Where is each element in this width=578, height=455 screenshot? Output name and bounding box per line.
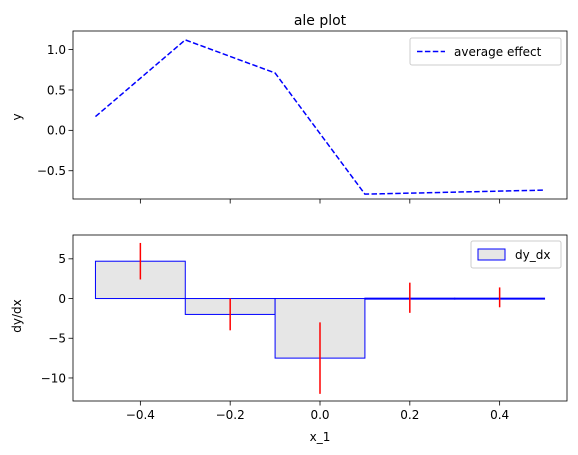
bottom-y-tick-label: −10 bbox=[41, 371, 66, 385]
top-y-axis-label: y bbox=[10, 113, 24, 120]
top-legend: average effect bbox=[409, 37, 562, 66]
bottom-axes: −0.4 −0.2 0.0 0.2 0.4 −10 −5 0 5 bbox=[41, 234, 568, 422]
bottom-legend: dy_dx bbox=[470, 240, 562, 269]
bottom-y-tick-label: −5 bbox=[48, 332, 66, 346]
bottom-y-axis-label: dy/dx bbox=[10, 299, 24, 332]
top-y-tick-label: 0.5 bbox=[47, 83, 66, 97]
bottom-y-tick-label: 0 bbox=[58, 292, 66, 306]
bottom-x-tick-label: 0.0 bbox=[310, 408, 329, 422]
bottom-plot-marks bbox=[94, 242, 546, 394]
average-effect-line bbox=[94, 39, 545, 195]
bottom-x-tick-label: 0.4 bbox=[490, 408, 509, 422]
top-plot-marks bbox=[94, 39, 545, 195]
bottom-y-tick-label: 5 bbox=[58, 252, 66, 266]
bottom-legend-swatch bbox=[477, 248, 506, 261]
top-y-tick-label: 0.0 bbox=[47, 124, 66, 138]
top-legend-box bbox=[409, 37, 562, 66]
bottom-x-tick-label: −0.2 bbox=[216, 408, 245, 422]
bottom-x-tick-label: −0.4 bbox=[126, 408, 155, 422]
bottom-legend-box bbox=[470, 240, 562, 269]
top-y-tick-label: −0.5 bbox=[37, 164, 66, 178]
bottom-x-tick-label: 0.2 bbox=[400, 408, 419, 422]
top-axes: −0.5 0.0 0.5 1.0 bbox=[37, 30, 568, 204]
bottom-legend-label: dy_dx bbox=[515, 248, 550, 262]
top-chart-title: ale plot bbox=[294, 13, 347, 29]
bottom-x-axis-label: x_1 bbox=[310, 430, 331, 444]
top-y-tick-label: 1.0 bbox=[47, 43, 66, 57]
bottom-subplot: dy/dx x_1 −0.4 −0.2 0.0 0.2 0.4 −10 −5 0 5 dy_dx bbox=[10, 234, 568, 444]
top-legend-label: average effect bbox=[454, 45, 542, 59]
top-subplot: ale plot y −0.5 0.0 0.5 1.0 average effect bbox=[10, 13, 568, 204]
